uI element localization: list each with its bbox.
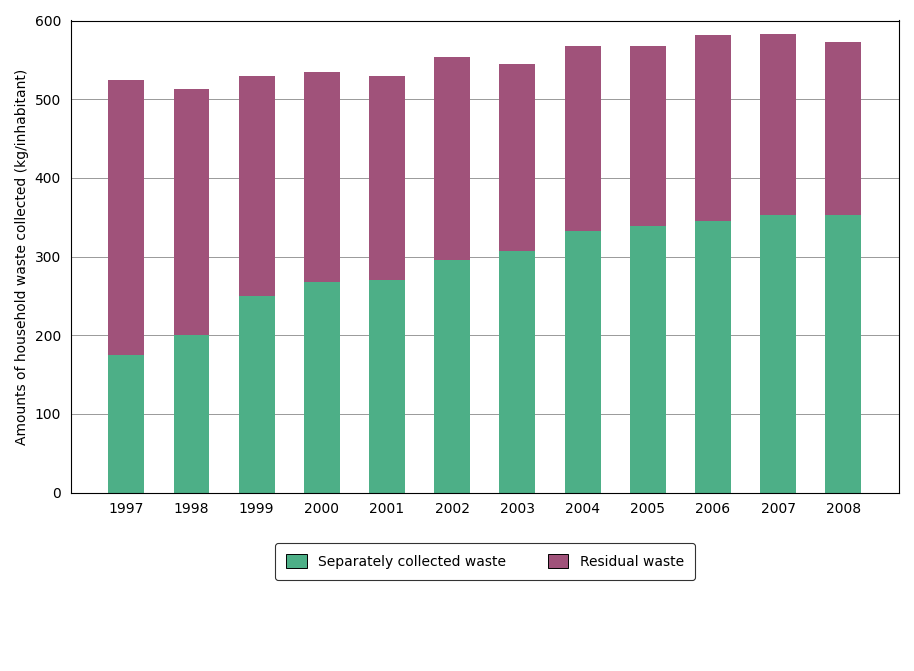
Bar [695,36,731,221]
Bar [760,215,796,493]
Bar [825,215,861,493]
Bar [695,221,731,493]
Bar [303,72,340,282]
Bar [174,89,209,336]
Bar [630,46,665,226]
Bar [434,260,470,493]
Bar [565,46,600,231]
Bar [630,226,665,493]
Bar [369,280,405,493]
Bar [434,58,470,260]
Bar [499,64,536,251]
Legend: Separately collected waste, Residual waste: Separately collected waste, Residual was… [275,543,695,580]
Bar [825,42,861,215]
Bar [499,251,536,493]
Bar [108,79,144,355]
Bar [239,296,274,493]
Bar [239,76,274,296]
Y-axis label: Amounts of household waste collected (kg/inhabitant): Amounts of household waste collected (kg… [15,68,29,445]
Bar [303,282,340,493]
Bar [369,76,405,280]
Bar [108,355,144,493]
Bar [760,34,796,215]
Bar [174,336,209,493]
Bar [565,231,600,493]
